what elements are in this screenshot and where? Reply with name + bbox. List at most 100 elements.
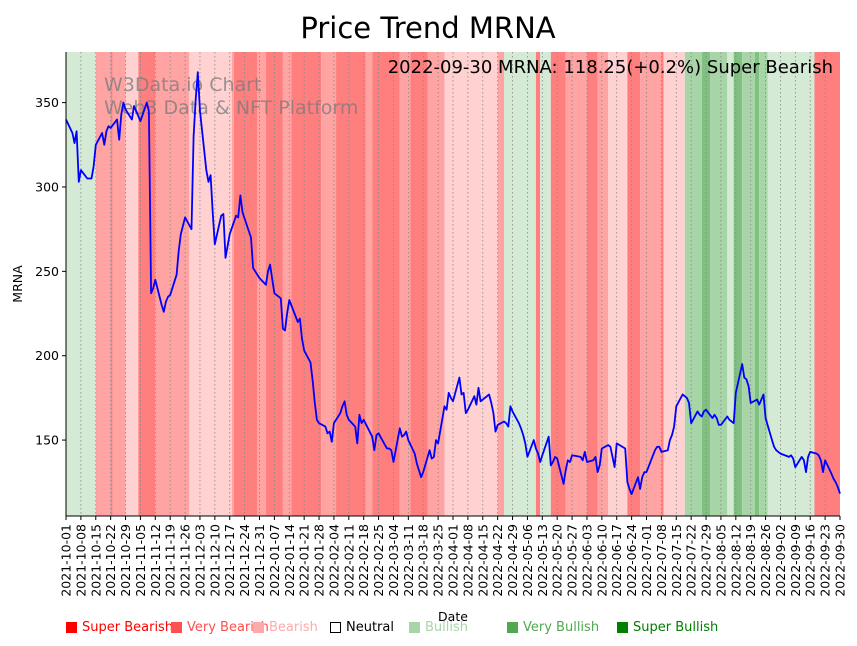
- legend-item-bullish: Bullish: [409, 620, 468, 635]
- x-tick-label: 2021-10-01: [59, 524, 74, 597]
- y-tick-label: 200: [35, 348, 59, 363]
- sentiment-band-very-bearish: [233, 52, 258, 516]
- x-tick-label: 2021-10-29: [118, 524, 133, 597]
- legend-swatch-icon: [330, 622, 341, 633]
- sentiment-band-bearish: [597, 52, 609, 516]
- latest-price-annotation: 2022-09-30 MRNA: 118.25(+0.2%) Super Bea…: [388, 57, 833, 78]
- x-tick-label: 2022-08-12: [728, 524, 743, 597]
- x-tick-label: 2021-10-08: [73, 524, 88, 597]
- x-tick-label: 2022-09-16: [803, 524, 818, 597]
- sentiment-band-very-bullish: [754, 52, 760, 516]
- y-tick-label: 250: [35, 264, 59, 279]
- price-line: [65, 71, 841, 495]
- x-tick-label: 2022-07-08: [654, 524, 669, 597]
- sentiment-band-very-bearish: [336, 52, 366, 516]
- sentiment-band-bearish: [565, 52, 587, 516]
- sentiment-band-very-bearish: [410, 52, 428, 516]
- legend-swatch-icon: [171, 622, 182, 633]
- x-tick-label: 2022-01-28: [312, 524, 327, 597]
- legend: Super Bearish Very Bearish Bearish Neutral B…: [66, 620, 846, 638]
- sentiment-band-bullish: [759, 52, 768, 516]
- x-tick-label: 2021-12-17: [222, 524, 237, 597]
- x-tick-label: 2022-09-02: [773, 524, 788, 597]
- sentiment-band-bearish: [231, 52, 234, 516]
- x-tick-label: 2022-06-17: [609, 524, 624, 597]
- sentiment-band-very-bearish: [814, 52, 840, 516]
- sentiment-band-bearish: [155, 52, 190, 516]
- x-tick-label: 2022-04-01: [446, 524, 461, 597]
- watermark: W3Data.io Chart Web3 Data & NFT Platform: [104, 74, 358, 119]
- x-tick-label: 2022-04-08: [460, 524, 475, 597]
- x-tick-label: 2022-09-23: [818, 524, 833, 597]
- legend-swatch-icon: [617, 622, 628, 633]
- legend-item-super-bearish: Super Bearish: [66, 620, 173, 635]
- legend-swatch-icon: [409, 622, 420, 633]
- legend-swatch-icon: [253, 622, 264, 633]
- y-tick-label: 350: [35, 95, 59, 110]
- x-tick-label: 2022-02-18: [356, 524, 371, 597]
- x-tick-label: 2022-07-15: [669, 524, 684, 597]
- sentiment-band-bearish: [257, 52, 266, 516]
- legend-label: Very Bearish: [187, 620, 269, 635]
- x-tick-label: 2022-05-27: [565, 524, 580, 597]
- sentiment-band-very-bearish: [138, 52, 156, 516]
- sentiment-band-slightly-bearish: [189, 52, 232, 516]
- x-tick-label: 2022-03-11: [401, 524, 416, 597]
- chart-title: Price Trend MRNA: [300, 11, 555, 45]
- legend-label: Neutral: [346, 620, 394, 635]
- x-tick-label: 2022-01-07: [267, 524, 282, 597]
- y-tick-label: 150: [35, 433, 59, 448]
- sentiment-band-slightly-bullish: [767, 52, 815, 516]
- sentiment-band-bullish: [742, 52, 755, 516]
- x-tick-label: 2021-11-05: [133, 524, 148, 597]
- sentiment-band-very-bearish: [661, 52, 664, 516]
- x-tick-label: 2022-04-29: [505, 524, 520, 597]
- sentiment-band-bearish: [427, 52, 445, 516]
- legend-item-very-bullish: Very Bullish: [507, 620, 599, 635]
- x-tick-label: 2022-02-04: [326, 524, 341, 597]
- x-tick-label: 2022-04-15: [475, 524, 490, 597]
- sentiment-band-slightly-bearish: [125, 52, 139, 516]
- x-tick-label: 2022-07-29: [699, 524, 714, 597]
- x-tick-label: 2022-03-25: [431, 524, 446, 597]
- sentiment-band-bearish: [399, 52, 411, 516]
- x-tick-label: 2022-05-06: [520, 524, 535, 597]
- y-axis-label: MRNA: [10, 265, 25, 303]
- x-tick-label: 2022-08-05: [713, 524, 728, 597]
- sentiment-band-very-bearish: [535, 52, 541, 516]
- x-tick-label: 2022-08-19: [743, 524, 758, 597]
- x-tick-label: 2022-05-20: [550, 524, 565, 597]
- sentiment-band-bullish: [710, 52, 728, 516]
- x-ticks: 2021-10-01 2021-10-08 2021-10-15 2021-10-22…: [59, 516, 848, 597]
- legend-label: Very Bullish: [523, 620, 600, 635]
- legend-swatch-icon: [507, 622, 518, 633]
- x-tick-label: 2022-06-24: [624, 524, 639, 597]
- watermark-line-2: Web3 Data & NFT Platform: [104, 97, 358, 119]
- x-tick-label: 2022-01-21: [297, 524, 312, 597]
- sentiment-band-very-bearish: [586, 52, 598, 516]
- x-tick-label: 2022-03-18: [416, 524, 431, 597]
- sentiment-band-very-bearish: [627, 52, 641, 516]
- y-tick-label: 300: [35, 179, 59, 194]
- legend-label: Super Bullish: [633, 620, 719, 635]
- x-tick-label: 2021-12-03: [192, 524, 207, 597]
- x-tick-label: 2022-06-10: [594, 524, 609, 597]
- sentiment-band-slightly-bearish: [663, 52, 685, 516]
- sentiment-band-slightly-bullish: [727, 52, 734, 516]
- x-tick-label: 2022-02-25: [371, 524, 386, 597]
- legend-item-super-bullish: Super Bullish: [617, 620, 718, 635]
- x-tick-label: 2022-09-30: [833, 524, 848, 597]
- legend-swatch-icon: [66, 622, 77, 633]
- sentiment-band-very-bullish: [733, 52, 743, 516]
- legend-label: Bearish: [269, 620, 318, 635]
- x-tick-label: 2021-12-10: [207, 524, 222, 597]
- y-ticks: 150 200 250 300 350: [35, 95, 66, 448]
- sentiment-band-bearish: [321, 52, 337, 516]
- legend-item-neutral: Neutral: [330, 620, 394, 635]
- sentiment-band-bearish: [282, 52, 292, 516]
- sentiment-band-bullish: [684, 52, 702, 516]
- vertical-grid: [80, 52, 826, 516]
- legend-label: Bullish: [425, 620, 469, 635]
- x-tick-label: 2022-03-04: [386, 524, 401, 597]
- x-tick-label: 2022-09-09: [788, 524, 803, 597]
